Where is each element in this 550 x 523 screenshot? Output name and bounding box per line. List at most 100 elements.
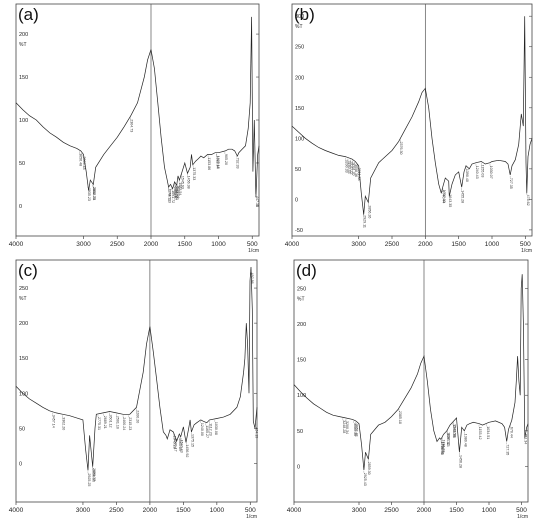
x-tick-label: 1000 [485, 241, 500, 248]
peak-label: 2601.12 [109, 415, 113, 428]
peak-label: 3080.36 [353, 423, 357, 436]
peak-label: 1165.27 [205, 425, 209, 438]
peak-label: 1633.23 [175, 187, 179, 200]
peak-label: 1583.54 [178, 182, 182, 195]
plot-frame [15, 3, 260, 237]
x-tick-label: 1000 [210, 507, 225, 514]
peak-label: 1153.86 [207, 157, 211, 170]
spectrum-line [293, 274, 529, 471]
panel-label: (b) [294, 5, 315, 24]
peak-label: 2856.36 [92, 469, 96, 482]
y-tick-label: 100 [295, 136, 304, 142]
x-tick-label: 1500 [449, 507, 464, 514]
peak-label: 1555.08 [452, 425, 456, 438]
peak-label: 1456.92 [185, 444, 189, 457]
spectrum-line [15, 266, 258, 471]
peak-label: 2859.30 [367, 462, 371, 475]
y-tick-label: 250 [297, 286, 306, 292]
spectrum-line [291, 16, 533, 215]
y-tick-label: 0 [295, 197, 298, 203]
x-tick-label: 3000 [351, 241, 366, 248]
peak-label: 3056.48 [79, 153, 83, 166]
peak-label: 3009.48 [82, 157, 86, 170]
peak-label: 1646.28 [174, 185, 178, 198]
y-tick-label: 0 [19, 461, 22, 467]
peak-label: 1375.33 [192, 167, 196, 180]
x-tick-label: 4000 [287, 507, 302, 514]
peak-label: 3011.88 [357, 168, 361, 181]
peak-label: 2925.25 [87, 473, 91, 486]
y-tick-label: 50 [295, 167, 301, 173]
peak-label: 3120.22 [350, 162, 354, 175]
peak-label: 1112.23 [208, 423, 212, 435]
peak-label: 1737.13 [168, 190, 172, 203]
peak-label: 1455.28 [461, 190, 465, 203]
x-tick-label: 500 [245, 507, 256, 514]
x-tick-label: 1500 [451, 241, 466, 248]
peak-label: 2935.23 [87, 188, 91, 201]
x-tick-label: 1000 [482, 507, 497, 514]
peak-label: 1636.12 [447, 432, 451, 445]
peak-label: 478.62 [526, 195, 530, 206]
x-tick-label: 2000 [417, 507, 432, 514]
peak-label: 3457.14 [51, 415, 55, 428]
y-tick-label: 200 [297, 322, 306, 328]
y-tick-label: 150 [19, 75, 28, 81]
x-tick-label: 4000 [9, 241, 24, 248]
x-tick-label: 1500 [176, 507, 191, 514]
x-tick-label: 2000 [418, 241, 433, 248]
x-tick-label: 2000 [143, 507, 158, 514]
x-tick-label: 3000 [76, 507, 91, 514]
peak-label: 1565.89 [178, 438, 182, 451]
x-tick-label: 3000 [352, 507, 367, 514]
peak-label: 1643.35 [448, 194, 452, 207]
peak-label: 1025.15 [216, 156, 220, 169]
peak-label: 670.44 [509, 427, 513, 438]
peak-label: 2200.20 [135, 410, 139, 423]
y-tick-label: 100 [297, 393, 306, 399]
peak-label: 1744.11 [167, 189, 171, 202]
peak-label: 2862.76 [92, 187, 96, 200]
y-tick-label: 250 [295, 45, 304, 51]
peak-label: 3051.81 [355, 424, 359, 437]
peak-label: 1647.13 [446, 434, 450, 447]
peak-label: 3302.20 [62, 417, 66, 430]
x-tick-label: 500 [247, 241, 258, 248]
y-tick-label: 150 [295, 106, 304, 112]
peak-label: 727.35 [509, 178, 513, 189]
y-tick-label: 100 [19, 118, 28, 124]
x-tick-label: 4000 [285, 241, 300, 248]
peak-label: 1730.60 [441, 441, 445, 454]
x-axis-unit: 1/cm [248, 248, 259, 252]
peak-label: 492.86 [250, 273, 254, 284]
x-tick-label: 2000 [144, 241, 159, 248]
y-tick-label: 50 [19, 426, 25, 432]
peak-label: 1645.28 [173, 436, 177, 449]
y-tick-label: 200 [19, 32, 28, 38]
y-tick-label: 150 [297, 358, 306, 364]
peak-label: 2315.23 [128, 417, 132, 430]
peak-label: 727.35 [506, 444, 510, 455]
spectrum-line [15, 16, 260, 198]
y-axis-label: %T [295, 24, 303, 30]
peak-label: 1375.15 [191, 434, 195, 447]
plot-frame [291, 3, 533, 237]
y-tick-label: 50 [297, 429, 303, 435]
chart-c: 4000 3000 2500 2000 1500 1000 5001/cm050100150… [9, 259, 258, 520]
x-tick-label: 500 [520, 241, 531, 248]
plot-frame [293, 259, 529, 503]
y-tick-label: 150 [19, 356, 28, 362]
peak-label: 3248.28 [342, 420, 346, 433]
peak-label: 1716.32 [441, 439, 445, 452]
panel-d: 4000 3000 2500 2000 1500 1000 500 1/cm 0 50 100 150… [276, 258, 548, 520]
x-axis-unit: 1/cm [246, 514, 257, 518]
peak-label: 1740.44 [442, 190, 446, 203]
peak-label: 2929.11 [362, 215, 366, 228]
peak-label: 3091.20 [352, 162, 356, 175]
peak-label: 2501.10 [115, 416, 119, 429]
peak-label: 1240.43 [475, 166, 479, 179]
panel-c: 4000 3000 2500 2000 1500 1000 500 1/cm 0 50 100 150… [2, 258, 274, 520]
peak-label: 1456.38 [187, 176, 191, 189]
peak-label: 1030.08 [214, 422, 218, 435]
